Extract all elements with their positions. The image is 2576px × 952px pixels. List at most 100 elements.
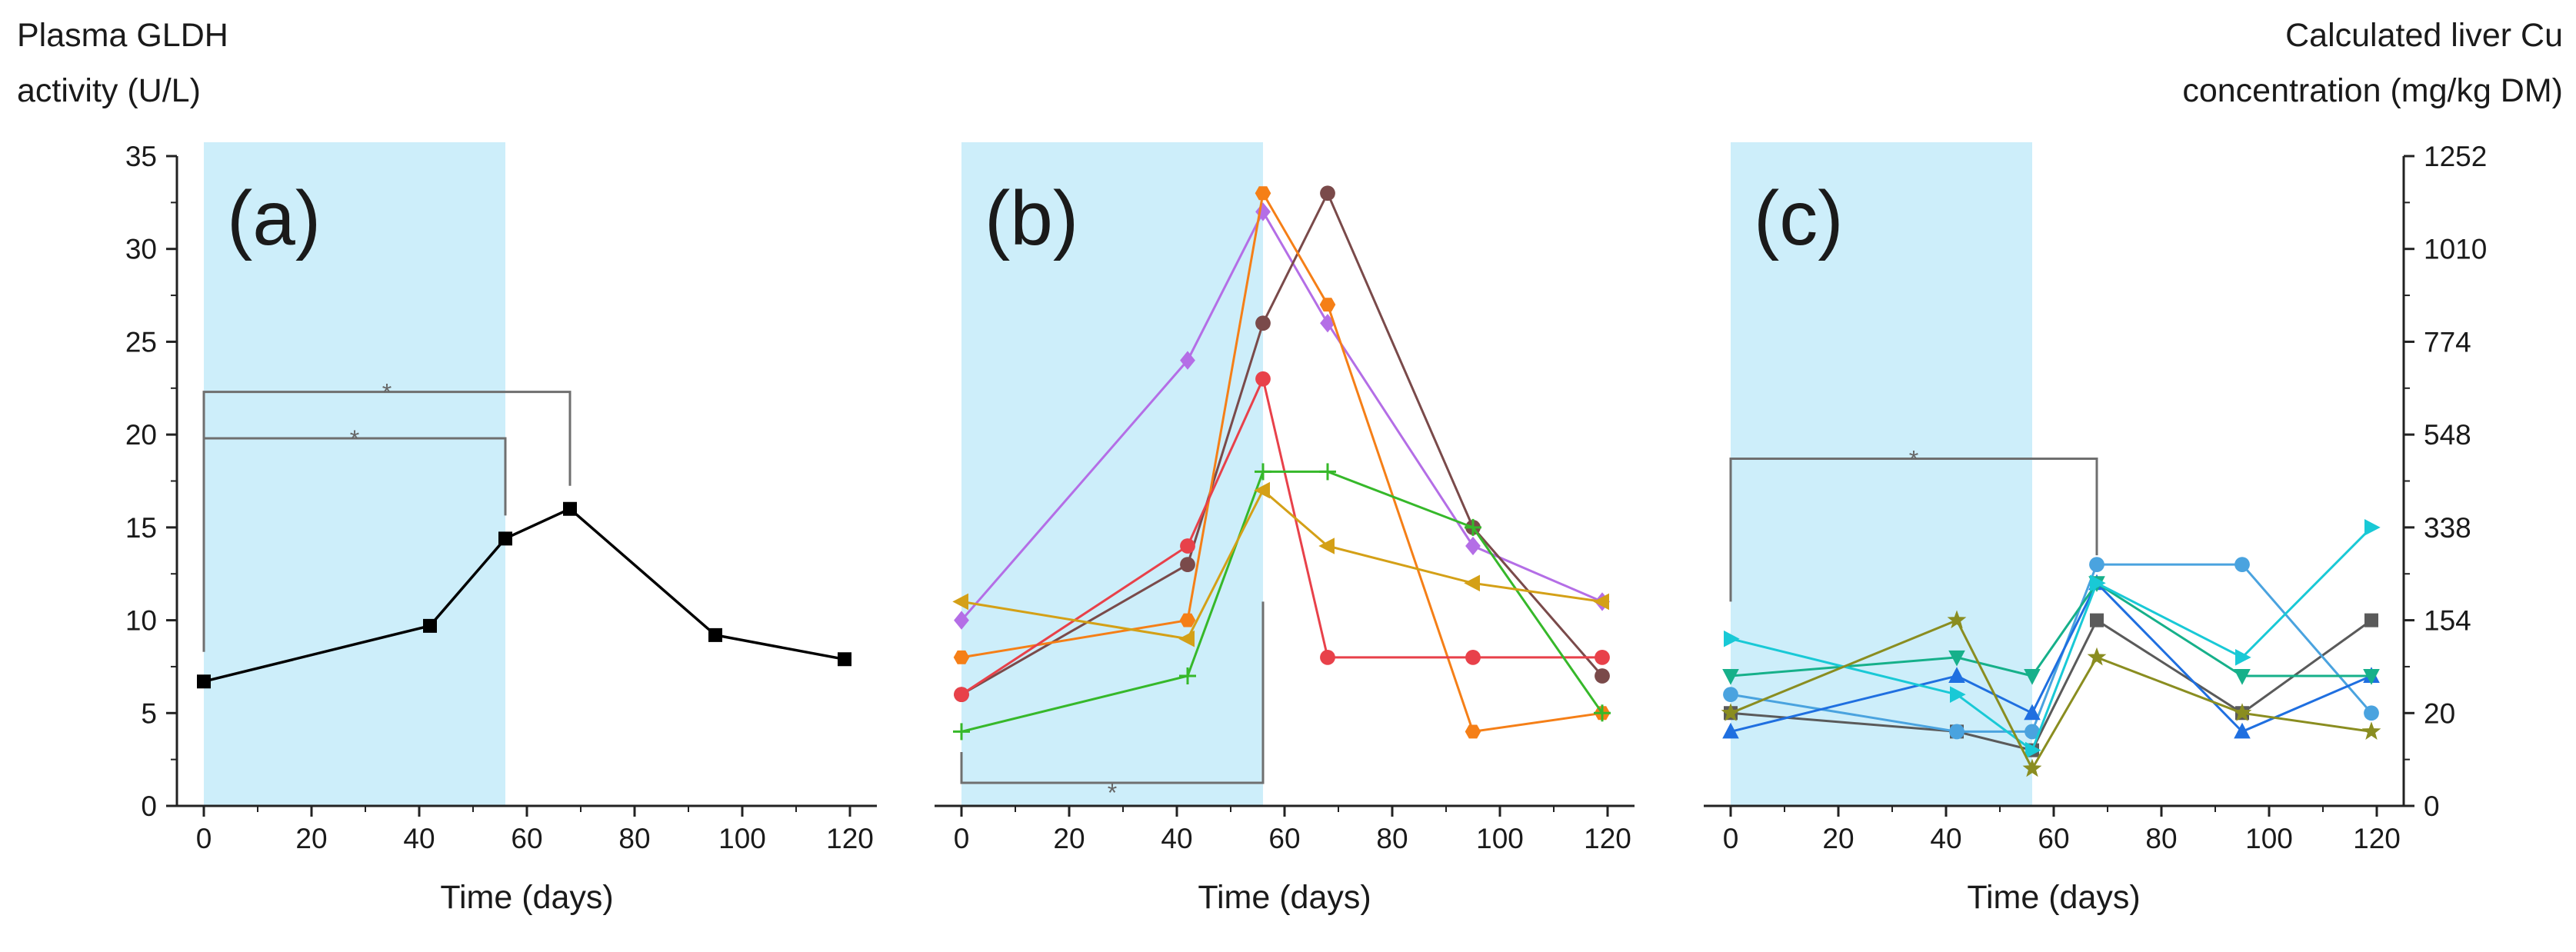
panel-b-series-gold-point — [952, 593, 968, 611]
panel-a-y-tick-label: 10 — [125, 605, 157, 637]
panel-c-series-teal-point — [1948, 650, 1965, 667]
panel-b-series-gold-line — [961, 488, 1603, 641]
panel-c-x-tick-label: 40 — [1930, 823, 1961, 854]
panel-c-series-lightblue-point — [1723, 687, 1738, 703]
panel-b-series-violet-line — [960, 209, 1603, 621]
panel-b-series-gold-point — [1593, 593, 1609, 611]
panel-b: 0 20 40 60 80 100 120 Time (days) (b) * — [935, 142, 1635, 916]
panel-a-x-axis-label: Time (days) — [440, 879, 613, 916]
panel-b-x-axis-label: Time (days) — [1198, 879, 1371, 916]
panel-b-series-red-point — [954, 687, 969, 703]
panel-b-series-green-point — [1594, 704, 1611, 722]
panel-c-series-lightblue-point — [2024, 724, 2040, 740]
panel-c-significance-star: * — [1909, 446, 1918, 474]
panel-a-significance-star: * — [382, 379, 392, 407]
panel-b-series-orange-point — [1319, 298, 1336, 312]
panel-c-series-blue-point — [1722, 722, 1739, 739]
panel-b-series-brown-point — [1180, 557, 1195, 573]
panel-a-x-tick-label: 120 — [826, 823, 874, 854]
panel-b-series-red-point — [1465, 649, 1481, 665]
panel-a-significance-bracket — [202, 437, 507, 652]
panel-c-right-y-tick-label: 548 — [2424, 419, 2471, 451]
panel-b-series-gold-point — [1318, 538, 1335, 554]
right-axis-title-line-2: concentration (mg/kg DM) — [2182, 72, 2563, 109]
panel-b-series-gold-point — [1254, 481, 1270, 499]
panel-c-right-y-tick-label: 1010 — [2424, 234, 2487, 265]
panel-b-series-orange-point — [1179, 613, 1196, 627]
panel-c-x-tick-label: 100 — [2245, 823, 2293, 854]
panel-c-series-cyan-point — [1950, 686, 1966, 703]
panel-c-series-olive-line — [1730, 618, 2372, 771]
panel-c-series-blue-point — [2234, 722, 2251, 739]
left-axis-title-line-2: activity (U/L) — [17, 72, 201, 109]
panel-b-series-red-point — [1255, 371, 1271, 387]
panel-a-x-tick-label: 100 — [718, 823, 766, 854]
panel-c-series-lightblue-point — [2234, 557, 2250, 573]
panel-c-series-cyan-point — [1724, 630, 1740, 647]
panel-c-series-olive-point — [2361, 721, 2381, 740]
panel-c-series-teal-point — [2024, 669, 2041, 685]
panel-c-series-olive-point — [2232, 703, 2252, 721]
panel-b-series-green-point — [1319, 463, 1336, 481]
panel-c: 0 20 40 60 80 100 120 Time (days) 0 20 154 338 548 77… — [1704, 141, 2487, 916]
panel-c-right-y-tick-label: 20 — [2424, 697, 2455, 729]
panel-a-y-tick-label: 25 — [125, 326, 157, 358]
panel-a-significance-star: * — [350, 425, 359, 453]
left-axis-title-line-1: Plasma GLDH — [17, 17, 228, 54]
panel-c-x-tick-label: 0 — [1723, 823, 1739, 854]
panel-a-series-mean-point — [423, 618, 437, 633]
panel-a-y-tick-label: 30 — [125, 234, 157, 265]
panel-c-series-cyan-point — [2364, 519, 2381, 536]
panel-c-letter: (c) — [1754, 175, 1844, 261]
right-axis-title-line-1: Calculated liver Cu — [2285, 17, 2563, 54]
panel-c-series-olive-point — [2022, 758, 2042, 777]
panel-b-series-orange-point — [1465, 724, 1481, 739]
panel-c-series-lightblue-point — [2364, 705, 2379, 721]
panel-c-x-tick-label: 20 — [1822, 823, 1854, 854]
panel-c-significance-bracket — [1729, 458, 2098, 602]
panel-b-series-green-point — [1465, 518, 1481, 536]
panel-a-x-tick-label: 0 — [196, 823, 212, 854]
panel-b-series-violet-point — [954, 611, 969, 630]
panel-b-series-brown-line — [961, 190, 1604, 696]
panel-b-x-tick-label: 60 — [1268, 823, 1300, 854]
panel-c-series-gray-point — [2364, 613, 2378, 627]
panel-c-x-tick-label: 80 — [2145, 823, 2177, 854]
panel-b-series-red-point — [1595, 649, 1610, 665]
panel-b-series-green-point — [1179, 667, 1196, 684]
panel-b-x-tick-label: 100 — [1476, 823, 1524, 854]
panel-a-series-mean-point — [708, 627, 722, 642]
panel-b-series-green-line — [961, 470, 1604, 733]
panel-c-series-olive-point — [1721, 703, 1741, 721]
panel-a-x-tick-label: 20 — [295, 823, 327, 854]
panel-b-series-orange-line — [961, 189, 1603, 734]
panel-b-series-brown-point — [1255, 315, 1271, 331]
panel-b-series-violet-point — [1465, 536, 1481, 556]
panel-b-series-orange-point — [953, 650, 970, 664]
panel-c-series-teal-point — [1722, 669, 1739, 685]
panel-c-x-tick-label: 120 — [2353, 823, 2401, 854]
panel-c-right-y-tick-label: 1252 — [2424, 141, 2487, 172]
panel-a-y-tick-label: 0 — [141, 791, 157, 822]
panel-b-x-tick-label: 40 — [1161, 823, 1192, 854]
panel-b-x-tick-label: 80 — [1376, 823, 1408, 854]
panel-c-x-tick-label: 60 — [2038, 823, 2069, 854]
panel-b-series-brown-point — [1320, 185, 1335, 201]
panel-c-series-cyan-line — [1730, 526, 2373, 752]
panel-c-series-teal-point — [2234, 669, 2251, 685]
panel-a-series-mean-point — [197, 674, 211, 689]
panel-b-series-brown-point — [1595, 668, 1610, 684]
panel-c-series-olive-point — [2087, 647, 2107, 666]
panel-b-series-violet-point — [1180, 351, 1195, 370]
panel-b-significance-bracket — [960, 601, 1265, 784]
panel-a-y-tick-label: 20 — [125, 419, 157, 451]
panel-a-series-mean-point — [498, 531, 512, 546]
panel-c-right-y-tick-label: 0 — [2424, 791, 2440, 822]
panel-a-y-tick-label: 35 — [125, 141, 157, 172]
panel-c-series-gray-line — [1730, 618, 2372, 752]
panel-a-series-mean-point — [563, 501, 577, 516]
panel-a-series-mean-point — [838, 652, 851, 667]
panel-b-x-tick-label: 120 — [1584, 823, 1631, 854]
panel-c-series-teal-point — [2363, 669, 2380, 685]
